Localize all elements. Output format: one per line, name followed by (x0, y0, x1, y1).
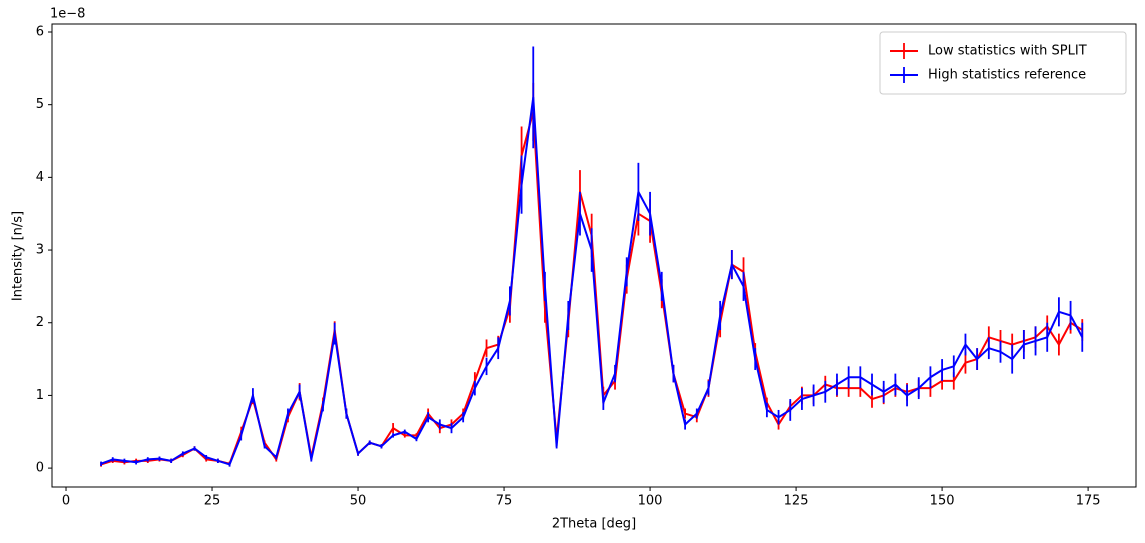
x-tick-label: 150 (930, 494, 955, 509)
x-tick-label: 25 (204, 494, 221, 509)
plot-frame (51, 23, 1137, 488)
y-offset-label: 1e−8 (50, 7, 85, 22)
y-tick-label: 6 (36, 24, 44, 39)
legend-label: High statistics reference (928, 68, 1086, 83)
y-axis-label: Intensity [n/s] (11, 211, 26, 301)
series-line (100, 96, 1084, 466)
x-tick-label: 100 (638, 494, 663, 509)
y-tick-label: 0 (36, 461, 44, 476)
x-axis-label: 2Theta [deg] (552, 517, 636, 532)
legend-box (879, 31, 1127, 95)
series (100, 46, 1084, 467)
y-tick-label: 2 (36, 315, 44, 330)
y-tick-label: 3 (36, 243, 44, 258)
y-tick-label: 4 (36, 170, 44, 185)
x-tick-label: 175 (1076, 494, 1101, 509)
x-tick-label: 75 (496, 494, 513, 509)
legend-label: Low statistics with SPLIT (928, 44, 1087, 59)
x-tick-label: 50 (350, 494, 367, 509)
y-tick-label: 5 (36, 97, 44, 112)
x-tick-label: 0 (62, 494, 70, 509)
y-tick-label: 1 (36, 388, 44, 403)
x-tick-label: 125 (784, 494, 809, 509)
